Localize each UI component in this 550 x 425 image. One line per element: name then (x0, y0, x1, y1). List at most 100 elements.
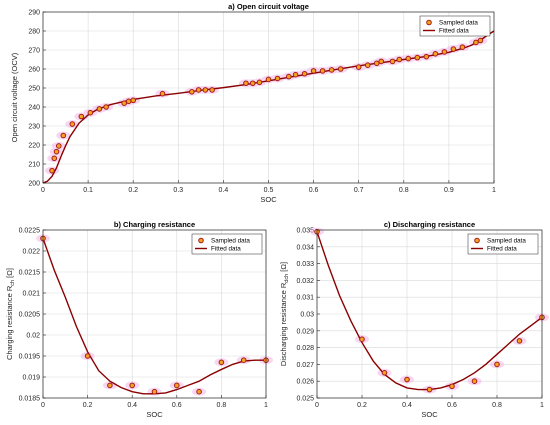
plot-a-x-tick-label: 0.8 (399, 187, 409, 194)
plot-b-title: b) Charging resistance (114, 220, 195, 229)
plot-b-x-tick-label: 0.4 (127, 402, 137, 409)
plot-c-sampled-point (516, 338, 523, 344)
plot-a-sampled-point (459, 44, 466, 50)
plot-a-sampled-point (159, 90, 166, 97)
plot-c-x-tick-label: 0.2 (357, 402, 367, 409)
plot-a-legend-entry-fitted: Fitted data (439, 28, 469, 35)
plot-c-sampled-point (494, 361, 500, 368)
plot-b-x-tick-label: 0.6 (172, 402, 182, 409)
plot-a-y-tick-label: 220 (28, 143, 40, 150)
plot-c-y-tick-label: 0.032 (296, 278, 314, 285)
plot-c: 0 0.2 0.4 0.6 0.8 10.0250.0260.0270.0280.0290… (279, 220, 549, 419)
plot-c-y-label: Discharging resistance Rdch [Ω] (279, 262, 290, 366)
plot-a-sampled-point (292, 71, 299, 78)
plot-c-y-tick-label: 0.034 (296, 244, 314, 251)
plot-c-y-tick-labels: 0.025 0.026 0.027 0.028 0.029 0.03 0.031 0.032 0… (296, 228, 314, 403)
plot-b-sampled-point (84, 353, 91, 359)
plot-c-y-label-subscript: dch (284, 274, 290, 283)
plot-c-x-tick-label: 0 (315, 402, 319, 409)
plot-c-sampled-point (449, 383, 455, 390)
plot-a-sampled-point (364, 62, 371, 68)
plot-a-sampled-point (53, 148, 60, 155)
plot-a-sampled-point (450, 46, 457, 52)
plot-a-sampled-point (396, 56, 403, 63)
plot-a-y-label: Open circuit voltage (OCV) (10, 52, 19, 142)
plot-b-sampled-point (196, 388, 202, 395)
plot-a-sampled-point (121, 100, 127, 106)
plot-a-sampled-point (378, 58, 385, 65)
plot-b-legend-entry-sampled: Sampled data (211, 238, 250, 245)
plot-a-x-tick-label: 0.5 (264, 187, 274, 194)
plot-b-sampled-point (218, 359, 225, 366)
plot-a-sampled-point (130, 97, 136, 104)
plot-a-sampled-point (274, 75, 281, 82)
plot-c-y-label-unit: [Ω] (279, 262, 288, 274)
plot-a-sampled-point (337, 66, 344, 72)
plot-a-y-tick-label: 270 (28, 48, 40, 55)
plot-a-y-tick-label: 200 (28, 181, 40, 188)
plot-c-y-tick-label: 0.026 (296, 379, 314, 386)
plot-a-x-tick-labels: 0 0.1 0.2 0.3 0.4 0.5 0.6 0.7 0.8 0.9 1 (41, 187, 496, 194)
plot-b-x-tick-labels: 0 0.2 0.4 0.6 0.8 1 (41, 402, 268, 409)
plot-b-legend-entry-fitted: Fitted data (211, 246, 241, 253)
plot-c-legend-entry-sampled: Sampled data (487, 238, 526, 245)
plot-a-sampled-point (195, 87, 202, 93)
plot-a-sampled-point (249, 80, 256, 87)
plot-a-legend-box (419, 15, 491, 37)
plot-a-sampled-point (432, 51, 439, 57)
plot-a-legend-entry-sampled: Sampled data (439, 20, 478, 27)
plot-c-x-tick-label: 0.6 (447, 402, 457, 409)
plot-b-y-tick-label: 0.02 (26, 333, 40, 340)
plot-b-sampled-point (240, 357, 247, 364)
plot-b-y-label-unit: [Ω] (5, 268, 14, 280)
plot-a-sampled-point (265, 76, 272, 83)
plot-a-sampled-point (202, 87, 209, 93)
plot-a-sampled-point (87, 109, 94, 116)
plot-b-sampled-point (174, 382, 180, 389)
plot-a: 0 0.1 0.2 0.3 0.4 0.5 0.6 0.7 0.8 0.9 1 200 210 220 23… (10, 2, 496, 204)
plot-a-sampled-point (319, 68, 326, 74)
plot-a-sampled-point (328, 67, 335, 73)
plot-c-legend-box (467, 233, 539, 255)
plot-a-y-tick-label: 230 (28, 124, 40, 131)
plot-a-sampled-point (441, 49, 448, 55)
plot-a-sampled-point (423, 53, 430, 60)
plot-c-y-tick-label: 0.03 (300, 312, 314, 319)
plot-a-fitted-curve (42, 30, 495, 184)
plot-a-sampled-point (243, 80, 249, 87)
plot-c-legend-entry-fitted: Fitted data (487, 246, 517, 253)
plot-b-x-tick-label: 1 (264, 402, 268, 409)
plot-b-sampled-point (151, 388, 158, 395)
plot-a-title: a) Open circuit voltage (228, 2, 309, 11)
plot-c-x-tick-label: 0.4 (402, 402, 412, 409)
plot-b-y-label: Charging resistance Rch [Ω] (5, 268, 16, 360)
plot-a-sampled-point (55, 143, 62, 149)
plot-b-x-tick-label: 0.2 (83, 402, 93, 409)
plot-a-sampled-point (49, 167, 55, 174)
plot-c-sampled-point (404, 376, 410, 383)
plot-b-x-tick-label: 0.8 (217, 402, 227, 409)
plot-a-y-tick-labels: 200 210 220 230 240 250 260 270 280 290 (28, 10, 40, 188)
plot-a-x-tick-label: 0.7 (354, 187, 364, 194)
plot-a-sampled-point (389, 58, 396, 65)
plot-a-sampled-point (310, 68, 317, 74)
plot-b-legend-marker-icon (198, 237, 204, 244)
plot-c-y-tick-label: 0.025 (296, 396, 314, 403)
plot-a-sampled-point (285, 73, 292, 80)
plot-a-y-tick-label: 240 (28, 105, 40, 112)
plot-a-sampled-point (96, 106, 103, 112)
plot-a-x-tick-label: 1 (492, 187, 496, 194)
plot-b-x-tick-label: 0 (41, 402, 45, 409)
plot-a-x-tick-label: 0.2 (128, 187, 138, 194)
plot-b-y-tick-labels: 0.0185 0.019 0.0195 0.02 0.0205 0.021 0.0215 0.… (19, 228, 41, 403)
plot-b-y-tick-label: 0.0205 (19, 312, 41, 319)
plot-c-y-tick-label: 0.027 (296, 362, 314, 369)
plot-c-x-label: SOC (421, 410, 438, 419)
plot-a-sampled-point (256, 79, 263, 86)
plot-a-sampled-point (189, 89, 195, 95)
plot-a-y-label-text: Open circuit voltage (OCV) (10, 52, 19, 142)
plot-b-y-label-text: Charging resistance R (5, 285, 14, 360)
plot-a-sampled-point (209, 87, 215, 93)
plot-b-y-tick-label: 0.021 (22, 291, 40, 298)
